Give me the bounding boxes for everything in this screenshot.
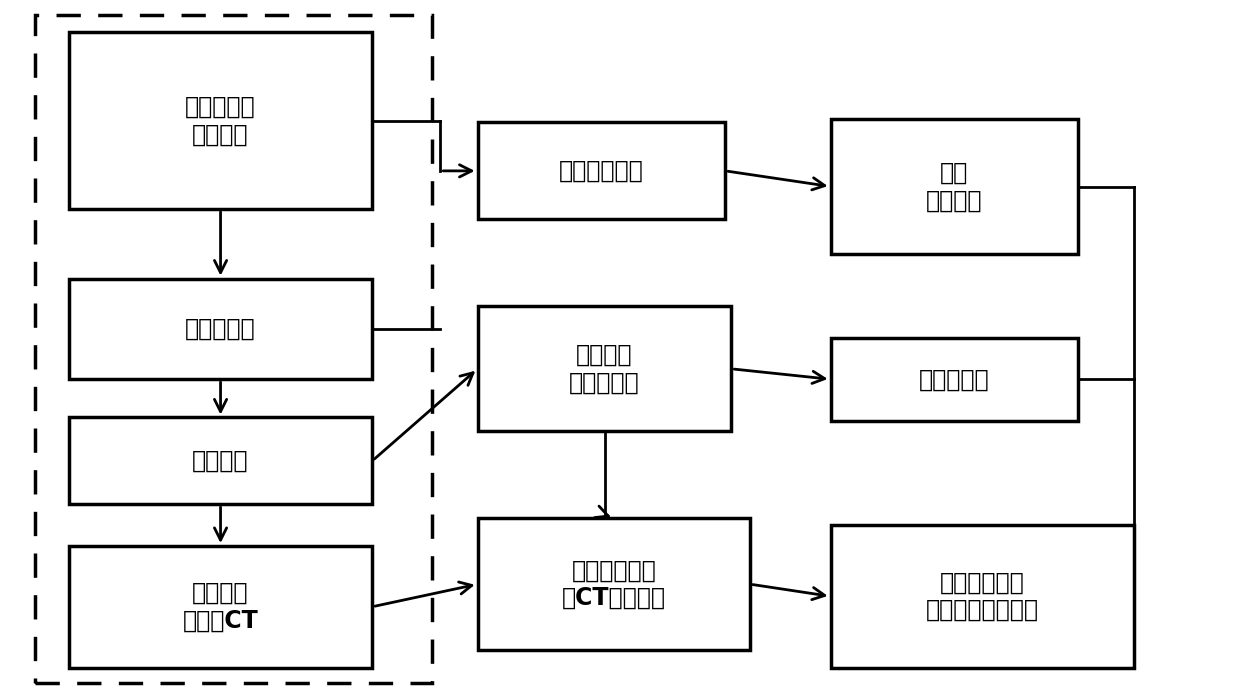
Bar (831, 338, 1079, 421)
Bar (68, 278, 372, 379)
Text: 钻孔取芯: 钻孔取芯 (192, 449, 249, 473)
Text: 地表高密度
电阻率法: 地表高密度 电阻率法 (185, 95, 255, 146)
Text: 地下地质结构: 地下地质结构 (559, 159, 644, 183)
Text: 精细化的三维
地下地质结构成像: 精细化的三维 地下地质结构成像 (926, 571, 1039, 622)
Bar (477, 306, 732, 432)
Bar (477, 122, 725, 219)
Bar (36, 15, 432, 683)
Bar (831, 119, 1079, 254)
Text: 空间
结构约束: 空间 结构约束 (926, 161, 982, 212)
Bar (477, 519, 750, 650)
Text: 岩芯电阻
率变化范围: 岩芯电阻 率变化范围 (569, 343, 640, 395)
Text: 三维电阻
率跨孔CT: 三维电阻 率跨孔CT (182, 581, 258, 633)
Text: 瞬变电磁法: 瞬变电磁法 (185, 317, 255, 341)
Bar (68, 546, 372, 667)
Bar (68, 32, 372, 209)
Text: 三维跨孔电阻
率CT反演方程: 三维跨孔电阻 率CT反演方程 (562, 558, 666, 610)
Text: 不等式约束: 不等式约束 (919, 367, 990, 391)
Bar (68, 418, 372, 505)
Bar (831, 525, 1135, 667)
